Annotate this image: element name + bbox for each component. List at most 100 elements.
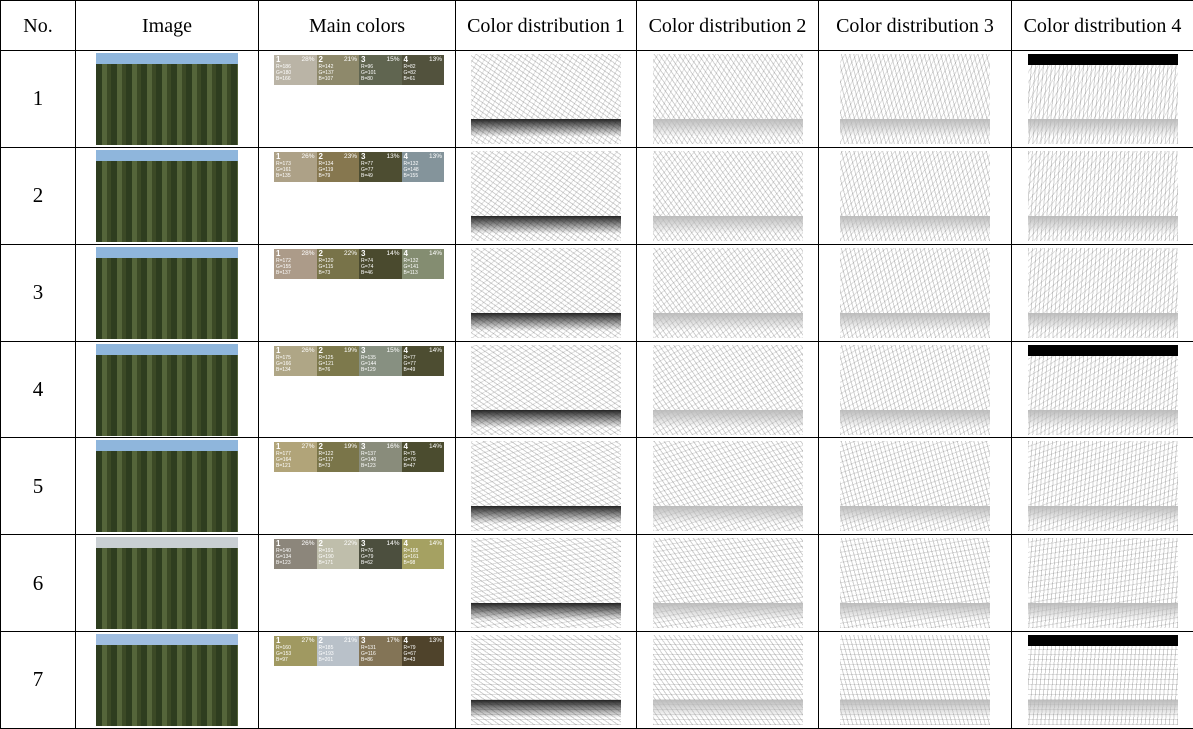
- swatch-index: 1: [276, 153, 280, 161]
- swatch-percent: 21%: [344, 637, 357, 645]
- swatch-percent: 17%: [386, 637, 399, 645]
- swatch-header: 3 16%: [361, 443, 400, 451]
- photo: [96, 634, 238, 726]
- image-cell: [76, 147, 259, 244]
- distribution-cell: [637, 535, 819, 632]
- swatch-index: 1: [276, 347, 280, 355]
- distribution-cell: [1012, 632, 1193, 729]
- distribution-image: [653, 441, 803, 531]
- swatch-index: 4: [404, 443, 408, 451]
- column-header: Main colors: [259, 1, 456, 51]
- distribution-image: [1028, 635, 1178, 725]
- swatch-percent: 15%: [386, 347, 399, 355]
- distribution-image: [653, 538, 803, 628]
- swatch-index: 3: [361, 250, 365, 258]
- distribution-image: [653, 54, 803, 144]
- image-cell: [76, 51, 259, 148]
- distribution-cell: [819, 244, 1012, 341]
- distribution-image: [1028, 151, 1178, 241]
- column-header: No.: [1, 1, 76, 51]
- image-cell: [76, 244, 259, 341]
- swatch-index: 3: [361, 540, 365, 548]
- swatch-rgb: B=107: [319, 76, 358, 82]
- distribution-cell: [637, 51, 819, 148]
- swatch-rgb: B=201: [319, 657, 358, 663]
- swatch-rgb: B=135: [276, 173, 315, 179]
- column-header: Color distribution 1: [456, 1, 637, 51]
- distribution-cell: [637, 341, 819, 438]
- swatch-percent: 16%: [386, 443, 399, 451]
- swatch-index: 2: [319, 347, 323, 355]
- swatch-index: 4: [404, 250, 408, 258]
- distribution-cell: [456, 51, 637, 148]
- swatch-index: 3: [361, 153, 365, 161]
- swatch-index: 3: [361, 443, 365, 451]
- image-cell: [76, 341, 259, 438]
- row-number: 5: [1, 438, 76, 535]
- distribution-cell: [1012, 438, 1193, 535]
- distribution-cell: [637, 147, 819, 244]
- swatch-percent: 23%: [344, 153, 357, 161]
- swatch-rgb: B=43: [404, 657, 443, 663]
- distribution-image: [471, 151, 621, 241]
- swatch-rgb: B=86: [361, 657, 400, 663]
- distribution-image: [840, 635, 990, 725]
- swatch-percent: 26%: [301, 540, 314, 548]
- swatch-rgb: B=98: [404, 560, 443, 566]
- swatch-rgb: B=123: [361, 463, 400, 469]
- swatch-rgb: B=49: [404, 367, 443, 373]
- distribution-cell: [819, 341, 1012, 438]
- swatch-percent: 14%: [429, 250, 442, 258]
- swatch-rgb: B=62: [361, 560, 400, 566]
- photo: [96, 150, 238, 242]
- swatch-index: 2: [319, 540, 323, 548]
- distribution-image: [1028, 54, 1178, 144]
- distribution-image: [1028, 441, 1178, 531]
- swatch-percent: 13%: [429, 56, 442, 64]
- row-number: 3: [1, 244, 76, 341]
- swatch-header: 4 14%: [404, 250, 443, 258]
- image-cell: [76, 438, 259, 535]
- swatch-index: 2: [319, 250, 323, 258]
- swatch-rgb: B=129: [361, 367, 400, 373]
- swatch-rgb: B=123: [276, 560, 315, 566]
- photo: [96, 537, 238, 629]
- swatch-index: 2: [319, 56, 323, 64]
- swatch-index: 4: [404, 540, 408, 548]
- distribution-cell: [456, 632, 637, 729]
- distribution-image: [471, 248, 621, 338]
- swatch-index: 3: [361, 347, 365, 355]
